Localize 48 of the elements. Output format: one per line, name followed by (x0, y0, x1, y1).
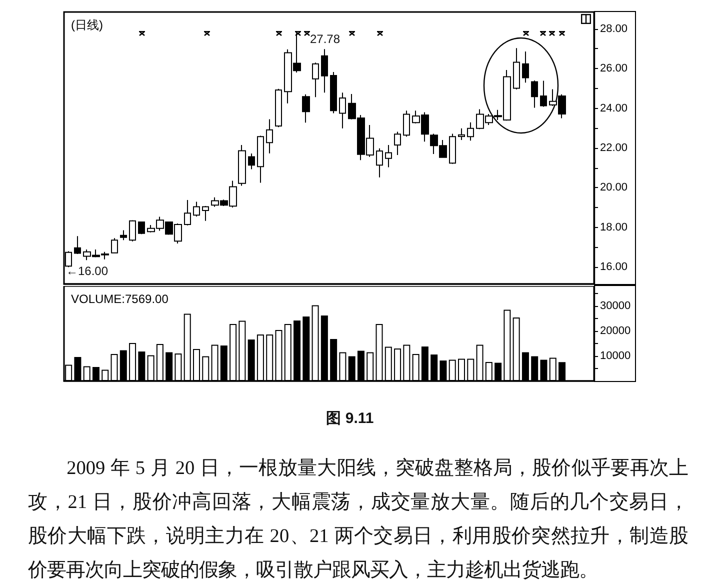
y-tick-label: 20000 (600, 325, 631, 337)
candlestick (266, 118, 273, 154)
candlestick (184, 200, 191, 226)
candlestick (522, 51, 529, 84)
text: 股价大幅下跌，说明主力在 20、21 两个交易日，利用股价突然拉升，制造股 (28, 525, 688, 548)
candlestick (138, 220, 145, 235)
text: VOLUME:7569.00 (71, 292, 169, 306)
text: (日线) (71, 18, 103, 32)
y-tick-label: 16.00 (600, 261, 628, 274)
candlestick (540, 80, 547, 108)
candlestick (202, 205, 209, 222)
candlestick (321, 48, 328, 94)
annotation: 27.78 (310, 32, 340, 46)
candlestick (403, 110, 410, 138)
y-tick-label: 10000 (600, 350, 631, 362)
candlestick (449, 133, 456, 164)
candlestick (467, 122, 474, 142)
y-tick-label: 30000 (600, 300, 631, 312)
candlestick (193, 201, 200, 217)
y-tick-label: 28.00 (600, 22, 628, 35)
y-tick-label: 18.00 (600, 221, 628, 234)
candlestick (111, 238, 118, 254)
candlestick (376, 148, 383, 178)
y-tick-label: 24.00 (600, 102, 628, 114)
text: 价要再次向上突破的假象，吸引散户跟风买入，主力趁机出货逃跑。 (28, 559, 598, 582)
candlestick (531, 80, 538, 108)
y-tick-label: 20.00 (600, 182, 628, 194)
candlestick (275, 88, 282, 128)
candlestick (312, 62, 319, 98)
candlestick (330, 71, 337, 114)
candlestick (74, 236, 81, 255)
candlestick (513, 48, 520, 90)
text: 2009 年 5 月 20 日，一根放量大阳线，突破盘整格局，股价似乎要再次上 (66, 457, 688, 480)
candlestick (458, 128, 465, 141)
text: 攻，21 日，股价冲高回落，大幅震荡，成交量放大量。随后的几个交易日， (28, 491, 688, 514)
candlestick (129, 220, 136, 242)
candlestick (385, 144, 392, 168)
y-tick-label: 22.00 (600, 142, 628, 154)
annotation: ←16.00 (66, 264, 108, 278)
candlestick (339, 92, 346, 129)
candlestick (257, 135, 264, 184)
candlestick (238, 144, 246, 186)
candlestick (394, 131, 401, 156)
candlestick (120, 230, 127, 241)
candlestick (302, 94, 310, 124)
y-tick-label: 26.00 (600, 62, 628, 75)
caption: 图 9.11 (326, 410, 374, 428)
candlestick (248, 153, 255, 170)
